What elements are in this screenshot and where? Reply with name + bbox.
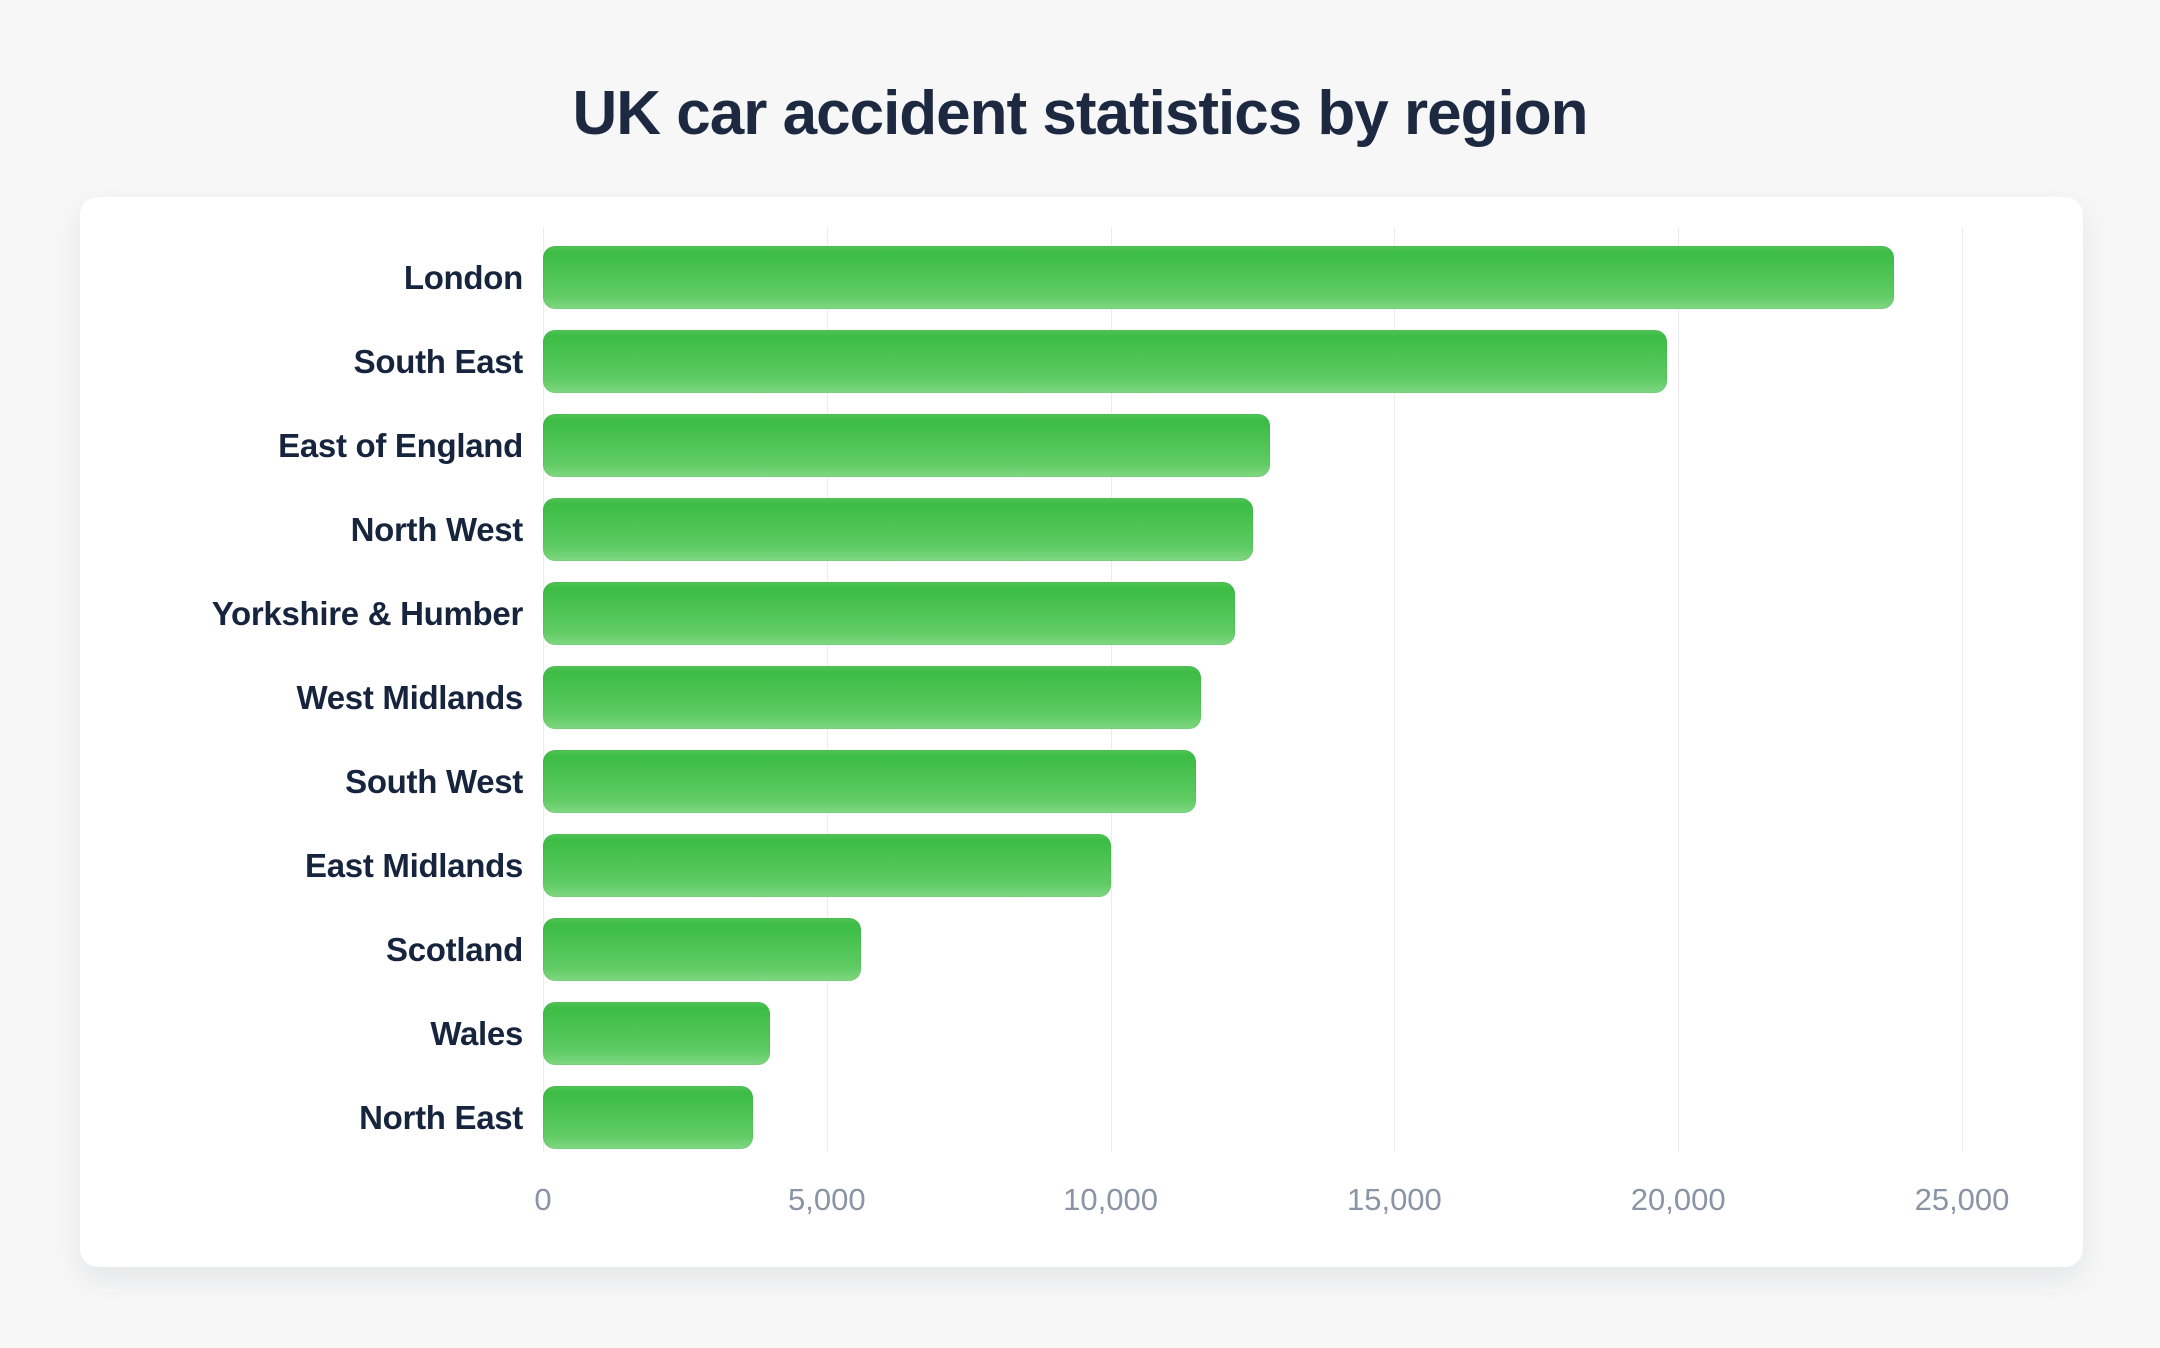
- bar-row: Wales: [80, 1002, 2083, 1065]
- x-tick-label: 25,000: [1914, 1182, 2010, 1217]
- category-label: South West: [345, 762, 523, 800]
- category-label: South East: [353, 342, 524, 380]
- page-title: UK car accident statistics by region: [572, 79, 1589, 148]
- bar: [543, 498, 1253, 561]
- category-label: North West: [350, 510, 524, 548]
- x-tick-label: 15,000: [1346, 1182, 1442, 1217]
- bar-row: East of England: [80, 414, 2083, 477]
- bar: [543, 330, 1667, 393]
- bar-chart-plot-area: London South East East of England North Wes…: [80, 197, 2083, 1267]
- bar: [543, 582, 1235, 645]
- category-label: West Midlands: [296, 678, 523, 716]
- bar-row: South West: [80, 750, 2083, 813]
- gridline: [1678, 227, 1680, 1152]
- category-label: London: [403, 258, 523, 296]
- bar-row: North West: [80, 498, 2083, 561]
- bar: [543, 414, 1270, 477]
- bar-row: West Midlands: [80, 666, 2083, 729]
- bar-row: South East: [80, 330, 2083, 393]
- bar: [543, 666, 1201, 729]
- bar: [543, 750, 1196, 813]
- category-label: North East: [359, 1098, 523, 1136]
- bar-row: Scotland: [80, 918, 2083, 981]
- bar-row: East Midlands: [80, 834, 2083, 897]
- bar: [543, 918, 861, 981]
- gridline: [1394, 227, 1396, 1152]
- bar-row: London: [80, 246, 2083, 309]
- bar: [543, 834, 1111, 897]
- category-label: Wales: [430, 1014, 523, 1052]
- category-label: Yorkshire & Humber: [211, 594, 524, 632]
- x-tick-label: 5,000: [788, 1182, 866, 1217]
- category-label: East Midlands: [305, 846, 523, 884]
- bar: [543, 1086, 753, 1149]
- gridline: [1962, 227, 1963, 1152]
- bar: [543, 246, 1894, 309]
- bar-row: North East: [80, 1086, 2083, 1149]
- chart-card: London South East East of England North Wes…: [80, 197, 2083, 1267]
- bar-row: Yorkshire & Humber: [80, 582, 2083, 645]
- category-label: Scotland: [386, 930, 523, 968]
- x-tick-label: 10,000: [1063, 1182, 1159, 1217]
- x-tick-label: 20,000: [1630, 1182, 1726, 1217]
- x-tick-label: 0: [534, 1182, 552, 1217]
- category-label: East of England: [278, 426, 523, 464]
- bar: [543, 1002, 770, 1065]
